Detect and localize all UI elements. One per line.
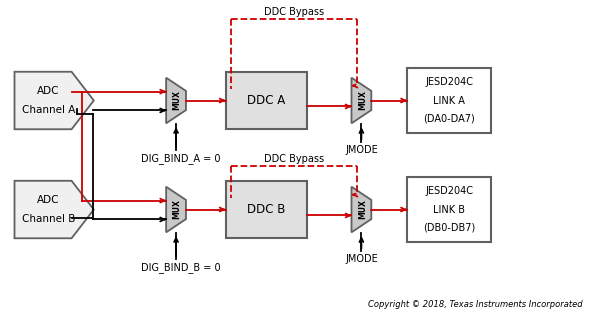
Text: DDC A: DDC A bbox=[247, 94, 286, 107]
Polygon shape bbox=[352, 78, 371, 123]
Text: MUX: MUX bbox=[358, 200, 367, 219]
Text: JESD204C: JESD204C bbox=[425, 186, 473, 196]
Text: LINK B: LINK B bbox=[433, 204, 465, 214]
Text: ADC: ADC bbox=[37, 86, 59, 96]
Text: JMODE: JMODE bbox=[345, 145, 378, 155]
Text: MUX: MUX bbox=[358, 90, 367, 111]
Text: MUX: MUX bbox=[173, 200, 181, 219]
Text: JESD204C: JESD204C bbox=[425, 77, 473, 87]
Text: Channel A: Channel A bbox=[22, 105, 75, 115]
Polygon shape bbox=[15, 72, 94, 129]
Bar bbox=[226, 72, 307, 129]
Text: ADC: ADC bbox=[37, 195, 59, 205]
Text: Copyright © 2018, Texas Instruments Incorporated: Copyright © 2018, Texas Instruments Inco… bbox=[368, 300, 583, 309]
Text: DDC Bypass: DDC Bypass bbox=[264, 7, 324, 17]
Bar bbox=[407, 177, 491, 242]
Text: DIG_BIND_B = 0: DIG_BIND_B = 0 bbox=[141, 262, 221, 273]
Text: MUX: MUX bbox=[173, 90, 181, 111]
Bar bbox=[407, 68, 491, 133]
Polygon shape bbox=[15, 181, 94, 238]
Polygon shape bbox=[352, 187, 371, 232]
Text: DDC Bypass: DDC Bypass bbox=[264, 154, 324, 164]
Text: Channel B: Channel B bbox=[22, 214, 75, 224]
Text: DIG_BIND_A = 0: DIG_BIND_A = 0 bbox=[141, 153, 221, 164]
Text: LINK A: LINK A bbox=[433, 95, 465, 106]
Text: (DB0-DB7): (DB0-DB7) bbox=[423, 223, 475, 233]
Polygon shape bbox=[166, 187, 186, 232]
Polygon shape bbox=[166, 78, 186, 123]
Bar bbox=[226, 181, 307, 238]
Text: (DA0-DA7): (DA0-DA7) bbox=[423, 114, 475, 124]
Text: DDC B: DDC B bbox=[247, 203, 286, 216]
Text: JMODE: JMODE bbox=[345, 254, 378, 264]
